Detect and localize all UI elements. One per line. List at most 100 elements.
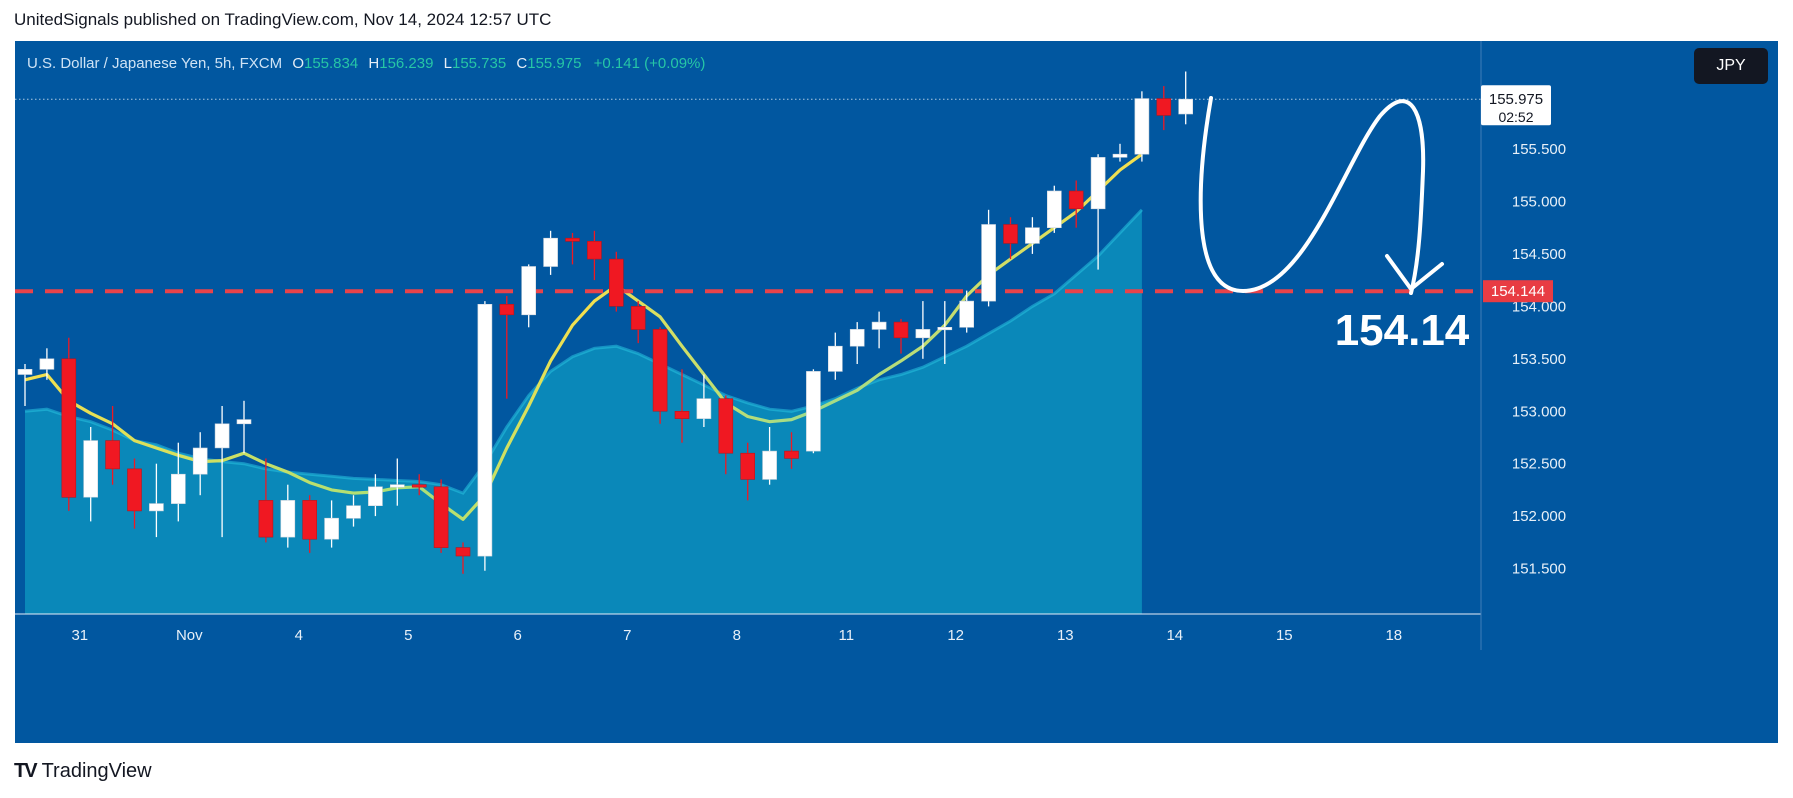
high-value: 156.239: [379, 55, 434, 72]
open-label: O: [292, 55, 304, 72]
brand-name: TradingView: [41, 760, 152, 782]
bullish-candle: [1134, 98, 1150, 155]
price-axis-tick: 153.500: [1512, 351, 1566, 368]
bar-countdown-text: 02:52: [1498, 109, 1533, 125]
bullish-candle: [171, 473, 186, 504]
bearish-candle: [258, 500, 274, 538]
current-price-text: 155.975: [1489, 91, 1543, 108]
low-label: L: [443, 55, 452, 72]
bullish-candle: [236, 419, 252, 425]
time-axis-tick: 13: [1057, 627, 1074, 644]
tradingview-brand[interactable]: TV TradingView: [14, 760, 152, 783]
bullish-candle: [1025, 227, 1040, 244]
bearish-candle: [433, 486, 449, 548]
price-axis-tick: 154.500: [1512, 246, 1566, 263]
high-label: H: [368, 55, 380, 72]
bullish-candle: [981, 224, 996, 302]
price-axis-panel: [1481, 41, 1778, 743]
close-value: 155.975: [527, 55, 582, 72]
publisher-line: UnitedSignals published on TradingView.c…: [14, 10, 552, 29]
bullish-candle: [1178, 98, 1193, 115]
bearish-candle: [411, 484, 427, 488]
bearish-candle: [674, 410, 690, 419]
currency-button[interactable]: JPY: [1694, 48, 1768, 84]
bullish-candle: [959, 300, 975, 328]
bullish-candle: [324, 517, 339, 540]
bullish-candle: [937, 326, 953, 331]
time-axis-panel: [15, 614, 1481, 650]
tradingview-logo-icon: TV: [14, 760, 38, 782]
bullish-candle: [192, 447, 208, 475]
time-axis-tick: 6: [514, 627, 522, 644]
bearish-candle: [302, 500, 318, 540]
bearish-candle: [718, 398, 734, 454]
bearish-candle: [127, 468, 142, 512]
bearish-candle: [652, 329, 668, 412]
bullish-candle: [346, 505, 361, 519]
time-axis-tick: 12: [947, 627, 964, 644]
bullish-candle: [543, 237, 558, 267]
price-axis-tick: 153.000: [1512, 403, 1566, 420]
bearish-candle: [61, 358, 77, 498]
bullish-candle: [1090, 157, 1106, 210]
price-axis-tick: 154.000: [1512, 298, 1566, 315]
bearish-candle: [105, 440, 120, 470]
close-label: C: [516, 55, 528, 72]
fast-ma-line: [24, 152, 1143, 521]
change-value: +0.141 (+0.09%): [593, 55, 706, 72]
bearish-candle: [1003, 224, 1018, 244]
bullish-candle: [762, 450, 777, 480]
bullish-candle: [915, 329, 931, 339]
time-axis-tick: 31: [71, 627, 88, 644]
bullish-candle: [83, 440, 98, 498]
bullish-candle: [696, 398, 712, 419]
bullish-candle: [280, 500, 296, 538]
current-price-badge: [1481, 85, 1551, 126]
bearish-candle: [784, 450, 799, 459]
bearish-candle: [587, 241, 602, 260]
chart-legend: U.S. Dollar / Japanese Yen, 5h, FXCM O15…: [27, 55, 705, 72]
annotation-curve-arrow: [1198, 96, 1426, 295]
bearish-candle: [455, 547, 471, 557]
price-axis-tick: 152.000: [1512, 508, 1566, 525]
time-axis-tick: 18: [1385, 627, 1402, 644]
open-value: 155.834: [303, 55, 359, 72]
bearish-candle: [1068, 190, 1084, 210]
bullish-candle: [214, 423, 230, 449]
bullish-candle: [871, 321, 887, 330]
time-axis-tick: 7: [623, 627, 631, 644]
time-axis-tick: 8: [733, 627, 741, 644]
bullish-candle: [1047, 190, 1062, 229]
time-axis-tick: 4: [295, 627, 303, 644]
price-axis-tick: 152.500: [1512, 456, 1566, 473]
bullish-candle: [849, 329, 865, 347]
bullish-candle: [806, 371, 821, 452]
time-axis-tick: Nov: [176, 627, 203, 644]
bullish-candle: [17, 368, 33, 375]
bearish-candle: [499, 303, 515, 316]
time-axis-tick: 14: [1166, 627, 1183, 644]
bearish-candle: [608, 258, 624, 307]
annotation-level-text: 154.14: [1335, 306, 1470, 355]
symbol-title[interactable]: U.S. Dollar / Japanese Yen, 5h, FXCM: [27, 55, 283, 72]
bearish-candle: [630, 306, 646, 330]
bearish-candle: [893, 321, 909, 339]
low-value: 155.735: [451, 55, 507, 72]
price-axis-tick: 155.500: [1512, 141, 1566, 158]
bullish-candle: [368, 486, 383, 506]
time-axis-tick: 15: [1276, 627, 1293, 644]
bullish-candle: [389, 484, 405, 488]
time-axis-tick: 11: [839, 627, 855, 644]
bearish-candle: [565, 237, 580, 242]
bullish-candle: [149, 503, 164, 512]
price-axis-tick: 155.000: [1512, 194, 1566, 211]
price-chart[interactable]: 154.14 151.500 152.000 152.500 153.000 153.5…: [15, 41, 1778, 743]
bullish-candle: [521, 266, 537, 316]
slow-ma-area: [25, 209, 1142, 615]
price-axis-tick: 151.500: [1512, 561, 1566, 578]
time-axis-tick: 5: [404, 627, 412, 644]
bullish-candle: [39, 358, 55, 370]
level-price-text: 154.144: [1491, 283, 1545, 300]
annotation-arrowhead: [1385, 254, 1444, 291]
bearish-candle: [740, 452, 756, 480]
